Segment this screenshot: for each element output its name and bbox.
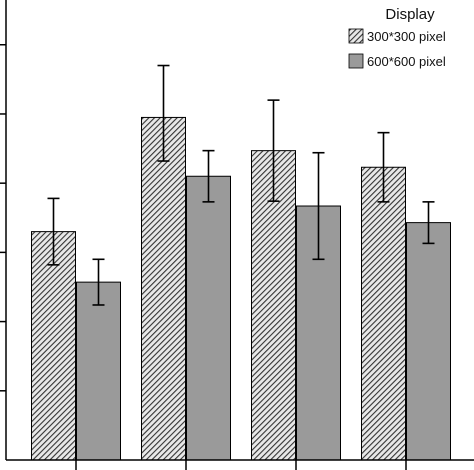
legend-title: Display (385, 6, 435, 23)
bar-s1-c1 (186, 175, 231, 461)
bar-s1-c0 (76, 281, 121, 461)
bar-s0-c1 (141, 116, 186, 461)
legend-swatch-0 (348, 28, 364, 44)
bar-s1-c3 (406, 222, 451, 461)
legend-label-0: 300*300 pixel (367, 29, 446, 44)
legend-label-1: 600*600 pixel (367, 54, 446, 69)
bar-s0-c3 (361, 166, 406, 461)
legend-swatch-1 (348, 53, 364, 69)
legend: Display 300*300 pixel 600*600 pixel (348, 6, 446, 69)
bar-s0-c0 (31, 231, 76, 461)
